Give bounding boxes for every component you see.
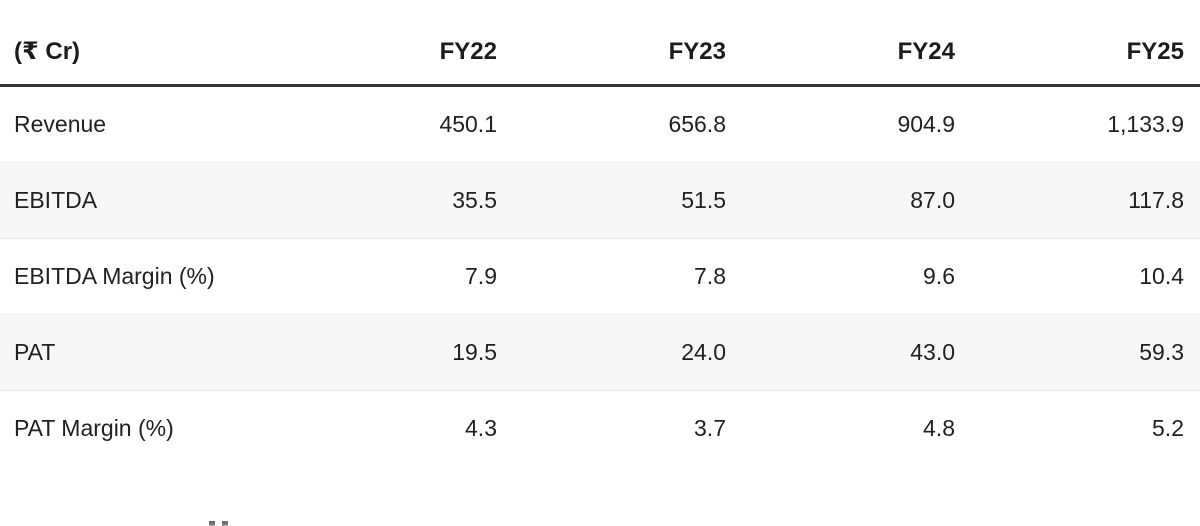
header-row: (₹ Cr) FY22 FY23 FY24 FY25 — [0, 0, 1200, 87]
row-label: EBITDA Margin (%) — [14, 263, 215, 289]
financial-summary-table: (₹ Cr) FY22 FY23 FY24 FY25 Revenue 450.1… — [0, 0, 1200, 467]
column-header-fy24: FY24 — [742, 0, 971, 87]
unit-header-cell: (₹ Cr) — [0, 0, 284, 87]
cell-value: 51.5 — [681, 187, 726, 213]
row-label: PAT Margin (%) — [14, 415, 174, 441]
cell-value: 7.9 — [465, 263, 497, 289]
cell-value: 904.9 — [897, 111, 955, 137]
cell-value: 19.5 — [452, 339, 497, 365]
cell-value: 4.3 — [465, 415, 497, 441]
table-row-pat-margin: PAT Margin (%) 4.3 3.7 4.8 5.2 — [0, 391, 1200, 467]
cell-value: 59.3 — [1139, 339, 1184, 365]
cell-value: 9.6 — [923, 263, 955, 289]
row-label: Revenue — [14, 111, 107, 137]
cell-value: 450.1 — [439, 111, 497, 137]
column-header-fy22: FY22 — [284, 0, 513, 87]
cell-value: 7.8 — [694, 263, 726, 289]
cell-value: 1,133.9 — [1107, 111, 1184, 137]
row-label: PAT — [14, 339, 56, 365]
table-row-pat: PAT 19.5 24.0 43.0 59.3 — [0, 314, 1200, 391]
cell-value: 117.8 — [1128, 187, 1184, 213]
table-row-ebitda: EBITDA 35.5 51.5 87.0 117.8 — [0, 162, 1200, 239]
cell-value: 5.2 — [1152, 415, 1184, 441]
cell-value: 4.8 — [923, 415, 955, 441]
cell-value: 3.7 — [694, 415, 726, 441]
cell-value: 24.0 — [681, 339, 726, 365]
clipped-text-fragment — [222, 521, 228, 526]
column-header-fy25: FY25 — [971, 0, 1200, 87]
cell-value: 43.0 — [910, 339, 955, 365]
table-row-revenue: Revenue 450.1 656.8 904.9 1,133.9 — [0, 86, 1200, 163]
cell-value: 656.8 — [668, 111, 726, 137]
cell-value: 10.4 — [1139, 263, 1184, 289]
cell-value: 87.0 — [910, 187, 955, 213]
cell-value: 35.5 — [452, 187, 497, 213]
column-header-fy23: FY23 — [513, 0, 742, 87]
table-row-ebitda-margin: EBITDA Margin (%) 7.9 7.8 9.6 10.4 — [0, 239, 1200, 315]
row-label: EBITDA — [14, 187, 98, 213]
clipped-text-fragment — [209, 521, 215, 526]
